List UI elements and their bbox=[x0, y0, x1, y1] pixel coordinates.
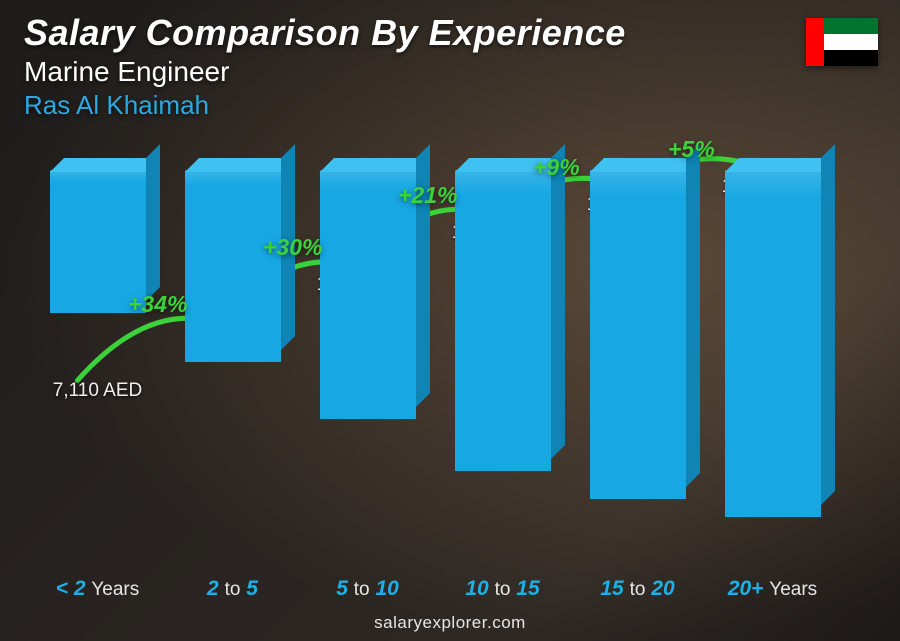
bar-front bbox=[590, 170, 686, 499]
bar bbox=[455, 170, 551, 471]
x-axis-label: 5 to 10 bbox=[300, 577, 435, 601]
bar bbox=[590, 170, 686, 499]
bar-top bbox=[50, 158, 160, 172]
bar-top bbox=[725, 158, 835, 172]
chart-subtitle: Marine Engineer bbox=[24, 56, 626, 88]
growth-label: +30% bbox=[263, 234, 322, 261]
bar-front bbox=[185, 170, 281, 362]
footer-attribution: salaryexplorer.com bbox=[0, 613, 900, 633]
x-axis-label: 2 to 5 bbox=[165, 577, 300, 601]
x-axis: < 2 Years2 to 55 to 1010 to 1515 to 2020… bbox=[30, 577, 840, 601]
bar-slot: 15,000 AED bbox=[435, 170, 570, 567]
x-axis-label: < 2 Years bbox=[30, 577, 165, 601]
bar-slot: 17,300 AED bbox=[705, 170, 840, 567]
bar-top bbox=[320, 158, 430, 172]
bar-front bbox=[725, 170, 821, 517]
growth-label: +34% bbox=[128, 291, 187, 318]
chart-title: Salary Comparison By Experience bbox=[24, 12, 626, 54]
bar-slot: 12,400 AED bbox=[300, 170, 435, 567]
bar bbox=[725, 170, 821, 517]
bar-value-label: 7,110 AED bbox=[18, 380, 178, 402]
growth-label: +5% bbox=[668, 136, 715, 163]
bars-container: 7,110 AED9,550 AED12,400 AED15,000 AED16… bbox=[30, 170, 840, 567]
growth-label: +9% bbox=[533, 154, 580, 181]
chart-stage: Salary Comparison By Experience Marine E… bbox=[0, 0, 900, 641]
bar-side bbox=[821, 144, 835, 505]
x-axis-label: 10 to 15 bbox=[435, 577, 570, 601]
bar bbox=[185, 170, 281, 362]
bar-side bbox=[146, 144, 160, 301]
x-axis-label: 20+ Years bbox=[705, 577, 840, 601]
bar-top bbox=[185, 158, 295, 172]
chart-location: Ras Al Khaimah bbox=[24, 90, 626, 121]
bar-chart: 7,110 AED9,550 AED12,400 AED15,000 AED16… bbox=[30, 170, 840, 567]
bar-front bbox=[455, 170, 551, 471]
uae-flag-icon bbox=[806, 18, 878, 66]
bar-slot: 7,110 AED bbox=[30, 170, 165, 567]
title-block: Salary Comparison By Experience Marine E… bbox=[24, 12, 626, 121]
bar-slot: 16,400 AED bbox=[570, 170, 705, 567]
growth-label: +21% bbox=[398, 182, 457, 209]
bar-slot: 9,550 AED bbox=[165, 170, 300, 567]
bar-side bbox=[551, 144, 565, 459]
x-axis-label: 15 to 20 bbox=[570, 577, 705, 601]
